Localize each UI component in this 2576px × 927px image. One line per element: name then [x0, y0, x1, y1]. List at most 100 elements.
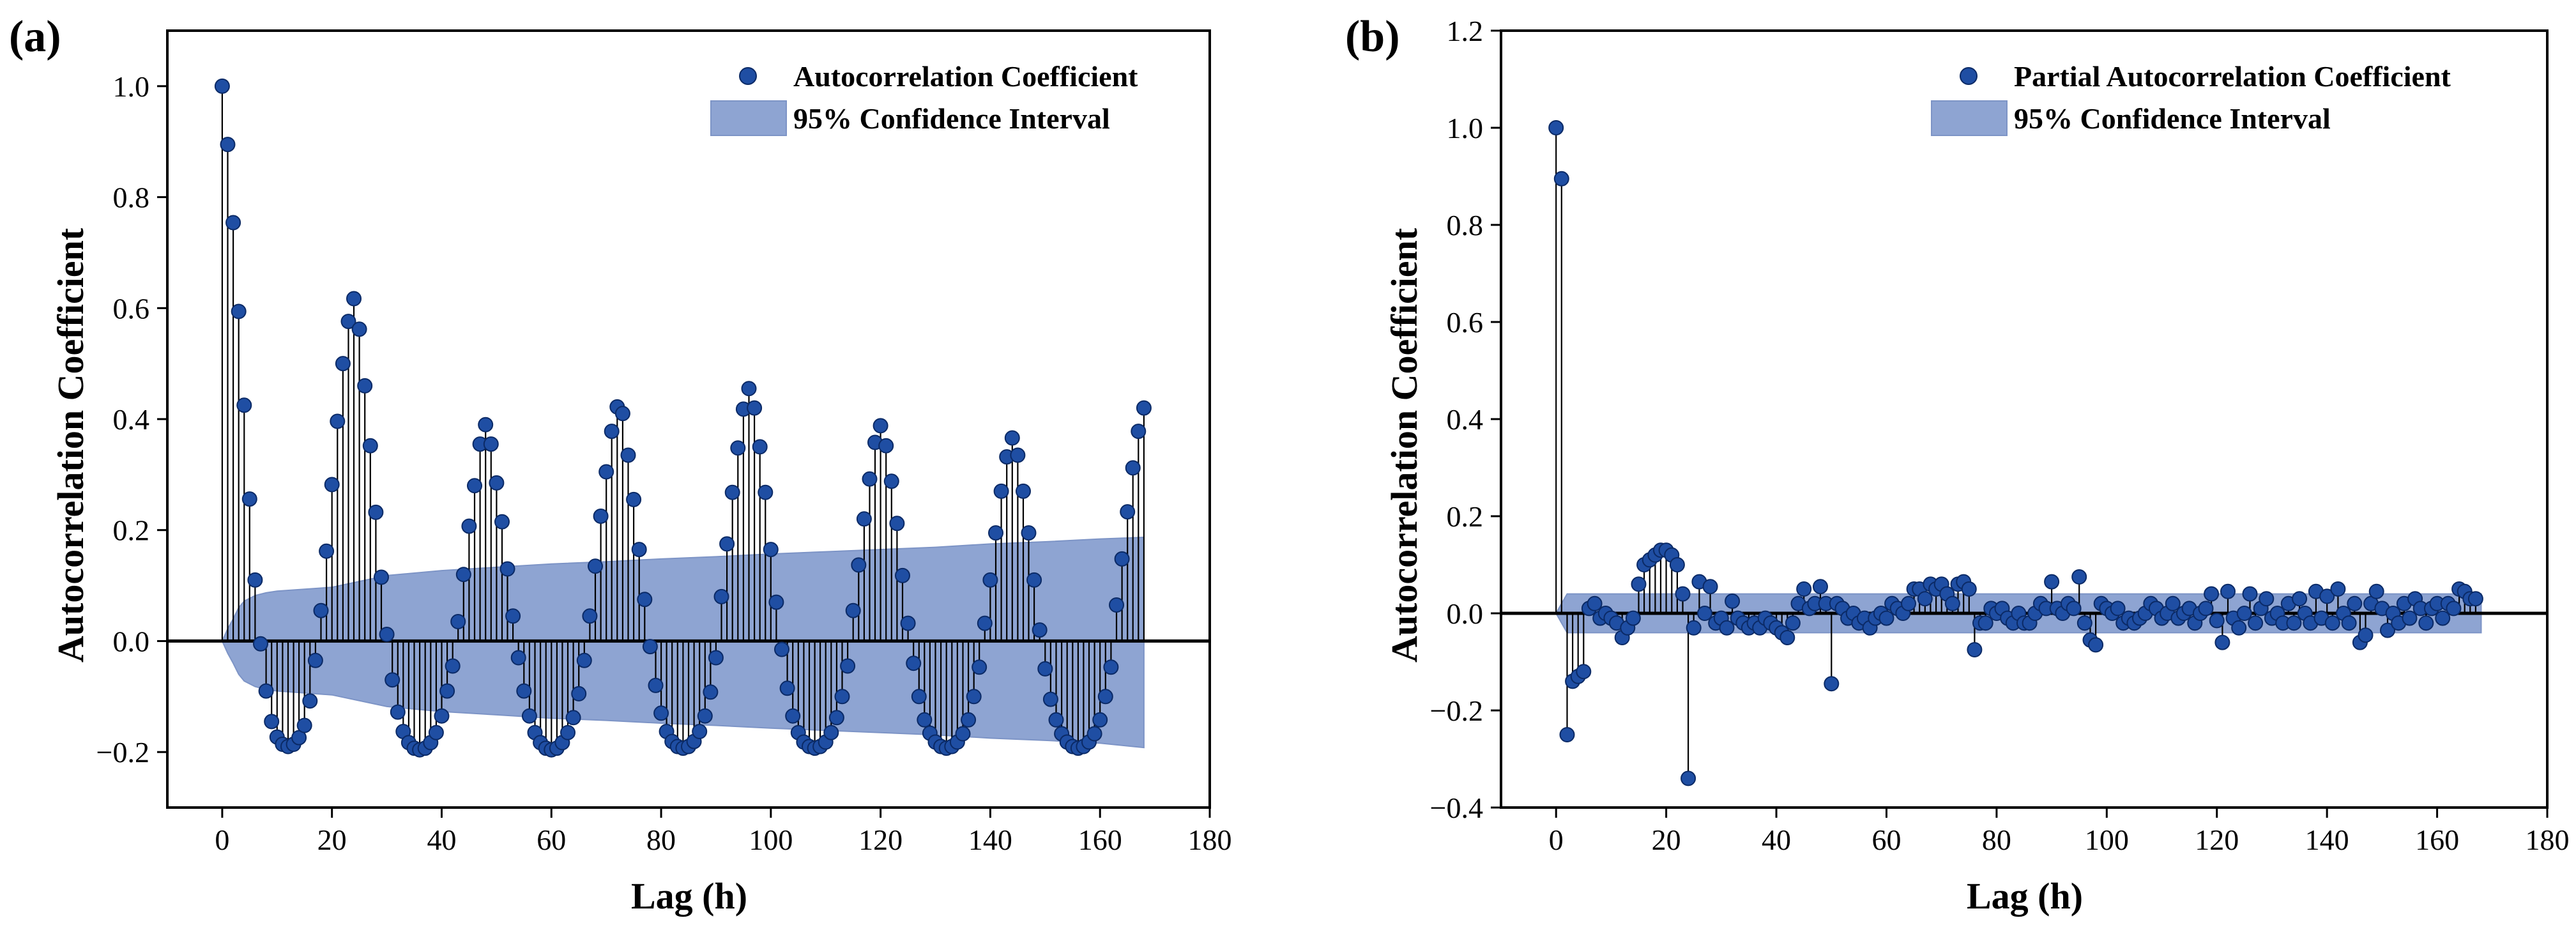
acf-point [648, 677, 664, 693]
pacf-point [2242, 586, 2258, 602]
pacf-y-axis-title: Autocorrelation Coefficient [1383, 227, 1425, 663]
acf-point [747, 400, 763, 416]
acf-x-tick-label: 120 [858, 824, 903, 856]
acf-point [730, 440, 746, 456]
acf-point [823, 724, 839, 740]
acf-y-tick-label: 0.8 [113, 181, 150, 214]
acf-point [593, 509, 609, 524]
acf-point [774, 641, 789, 657]
acf-point [631, 542, 647, 558]
acf-point [565, 710, 581, 726]
acf-point [247, 572, 263, 588]
pacf-y-tick-label: 0.6 [1447, 306, 1484, 339]
pacf-point [1625, 610, 1641, 626]
acf-point [324, 477, 340, 493]
pacf-legend-label-coefficient: Partial Autocorrelation Coefficient [2014, 60, 2451, 93]
acf-x-tick-label: 60 [537, 824, 566, 856]
acf-point [296, 717, 312, 733]
pacf-x-tick-label: 160 [2415, 824, 2459, 856]
acf-point [845, 602, 861, 618]
acf-point [505, 608, 521, 624]
pacf-point [2286, 615, 2302, 631]
acf-x-tick-label: 20 [317, 824, 347, 856]
acf-point [911, 689, 927, 705]
acf-point [856, 511, 872, 527]
pacf-point [1879, 610, 1894, 626]
acf-point [307, 652, 323, 668]
acf-point [895, 567, 910, 583]
acf-point [1037, 661, 1053, 677]
acf-point [379, 627, 395, 642]
pacf-point [2380, 622, 2395, 638]
acf-point [955, 726, 971, 742]
pacf-y-tick-label: −0.4 [1430, 792, 1483, 824]
pacf-point [2077, 615, 2092, 631]
pacf-point [1702, 579, 1718, 595]
pacf-point [1917, 591, 1933, 607]
acf-point [494, 514, 510, 530]
pacf-point [1824, 676, 1840, 692]
acf-y-axis-title: Autocorrelation Coefficient [50, 227, 91, 663]
pacf-y-ticks: −0.4 −0.2 0.0 0.2 0.4 0.6 0.8 1.0 1.2 [1430, 15, 1501, 824]
acf-point [604, 424, 620, 440]
acf-point [1109, 597, 1124, 613]
pacf-legend: Partial Autocorrelation Coefficient 95% … [1931, 60, 2451, 136]
acf-point [576, 652, 592, 668]
acf-point [340, 314, 356, 330]
pacf-point [2214, 634, 2230, 650]
acf-point [982, 572, 998, 588]
acf-point [510, 650, 526, 666]
acf-point [862, 471, 878, 487]
acf-point [1010, 447, 1026, 463]
acf-point [626, 491, 642, 507]
pacf-point [2341, 615, 2357, 631]
acf-stems [221, 86, 1145, 750]
pacf-point [2358, 627, 2374, 643]
acf-point [330, 413, 346, 429]
acf-point [917, 712, 933, 728]
acf-point [483, 436, 499, 452]
acf-point [1120, 504, 1136, 520]
acf-y-tick-label: 0.0 [113, 625, 150, 657]
acf-point [253, 636, 268, 652]
pacf-x-tick-label: 80 [1982, 824, 2011, 856]
pacf-y-tick-label: 0.2 [1447, 500, 1484, 533]
acf-y-tick-label: 0.2 [113, 514, 150, 547]
acf-point [828, 710, 844, 726]
acf-x-tick-label: 40 [427, 824, 456, 856]
pacf-point [2198, 601, 2214, 617]
acf-point [374, 569, 389, 585]
acf-point [1103, 659, 1119, 675]
pacf-point [1944, 595, 1960, 611]
pacf-point [2319, 588, 2335, 604]
acf-point [785, 708, 801, 724]
acf-point [560, 724, 575, 740]
pacf-point [2088, 637, 2104, 653]
acf-point [241, 491, 257, 507]
acf-point [362, 438, 378, 454]
acf-point [900, 615, 916, 631]
acf-panel: (a) Autocorrelation Coefficient Lag (h) … [9, 12, 1232, 917]
pacf-point [2204, 586, 2220, 602]
acf-point [521, 708, 537, 724]
acf-point [713, 588, 729, 604]
acf-point [993, 483, 1009, 499]
pacf-point [2220, 583, 2236, 599]
acf-point [598, 464, 614, 480]
acf-point [1021, 525, 1037, 541]
acf-point [258, 683, 274, 699]
pacf-point [1675, 586, 1691, 602]
pacf-point [2330, 581, 2346, 597]
acf-point [302, 693, 318, 709]
acf-legend: Autocorrelation Coefficient 95% Confiden… [710, 60, 1138, 136]
acf-point [1136, 400, 1152, 416]
acf-legend-band-swatch [710, 100, 787, 136]
acf-point [450, 614, 466, 629]
pacf-point [1680, 770, 1696, 786]
acf-x-tick-label: 100 [749, 824, 793, 856]
acf-point [385, 672, 400, 688]
acf-point [428, 724, 444, 740]
acf-point [588, 558, 603, 574]
pacf-point [1576, 664, 1592, 680]
